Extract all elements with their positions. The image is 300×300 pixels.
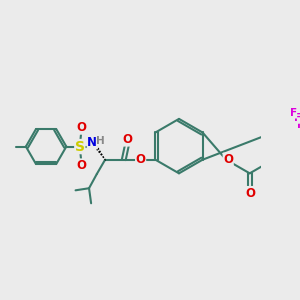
Text: F: F (296, 120, 300, 130)
Text: O: O (122, 133, 132, 146)
Text: N: N (87, 136, 97, 149)
Text: F: F (290, 108, 297, 118)
Text: S: S (75, 140, 85, 154)
Text: F: F (294, 113, 300, 123)
Text: O: O (223, 153, 233, 166)
Text: O: O (76, 159, 86, 172)
Text: O: O (76, 121, 86, 134)
Text: O: O (246, 187, 256, 200)
Text: O: O (136, 153, 146, 166)
Text: H: H (96, 136, 105, 146)
